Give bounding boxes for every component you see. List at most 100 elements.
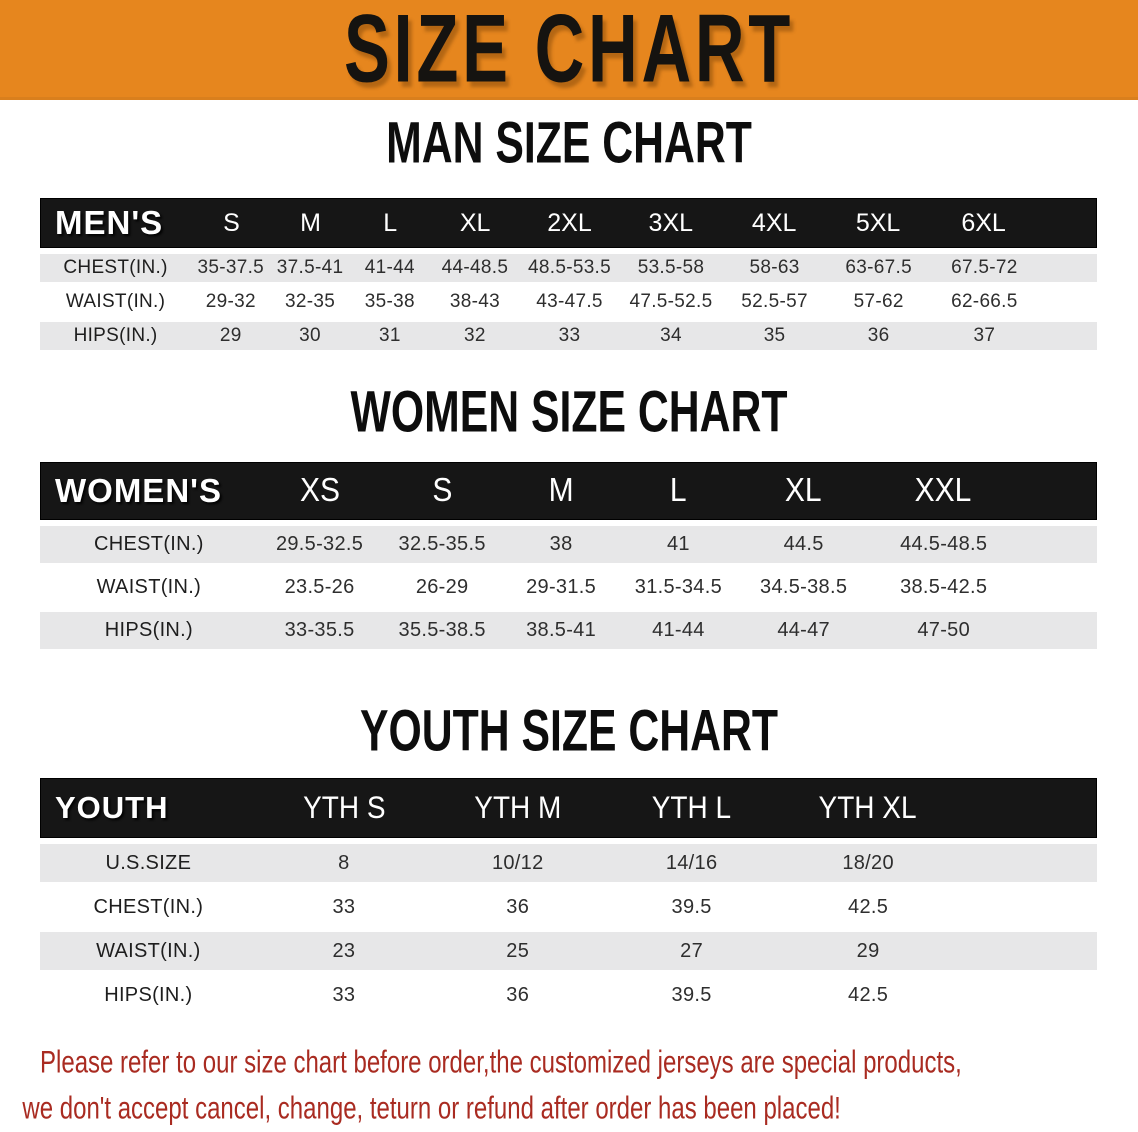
women-size-table: WOMEN'S XS S M L XL XXL CHEST(IN.) 29.5-32.5 32.5… bbox=[40, 462, 1097, 649]
table-header-row: YOUTH YTH S YTH M YTH L YTH XL bbox=[40, 778, 1097, 838]
value-cell: 10/12 bbox=[491, 851, 544, 874]
value-cell: 44-48.5 bbox=[441, 257, 509, 278]
youth-size-table: YOUTH YTH S YTH M YTH L YTH XL U.S.SIZE 8 10/12… bbox=[40, 778, 1097, 1014]
value-cell: 30 bbox=[299, 325, 321, 346]
value-cell: 29 bbox=[219, 325, 242, 346]
value-cell: 48.5-53.5 bbox=[528, 257, 612, 278]
value-cell: 35 bbox=[763, 325, 786, 346]
column-header: XL bbox=[459, 208, 491, 237]
column-header: YTH XL bbox=[818, 790, 917, 825]
value-cell: 29-31.5 bbox=[526, 576, 597, 598]
value-cell: 44-47 bbox=[777, 619, 830, 641]
row-label: U.S.SIZE bbox=[105, 851, 192, 874]
column-header: 4XL bbox=[751, 208, 797, 237]
table-header-row: WOMEN'S XS S M L XL XXL bbox=[40, 462, 1097, 520]
men-size-section: MAN SIZE CHART MEN'S S M L XL 2XL 3XL 4XL 5XL 6XL… bbox=[0, 109, 1138, 350]
value-cell: 42.5 bbox=[848, 983, 889, 1006]
value-cell: 36 bbox=[506, 895, 530, 918]
table-corner-label: WOMEN'S bbox=[55, 472, 223, 509]
table-row: CHEST(IN.) 35-37.5 37.5-41 41-44 44-48.5 48.5… bbox=[40, 254, 1097, 282]
value-cell: 43-47.5 bbox=[536, 291, 603, 312]
value-cell: 32-35 bbox=[284, 291, 336, 312]
value-cell: 58-63 bbox=[749, 257, 800, 278]
column-header: YTH M bbox=[474, 790, 562, 825]
row-label: WAIST(IN.) bbox=[96, 939, 201, 962]
value-cell: 8 bbox=[338, 851, 350, 874]
column-header: YTH S bbox=[303, 790, 386, 825]
column-header: 2XL bbox=[547, 208, 592, 237]
column-header: L bbox=[383, 208, 398, 237]
value-cell: 67.5-72 bbox=[951, 257, 1018, 278]
value-cell: 33 bbox=[332, 895, 356, 918]
table-row: HIPS(IN.) 33-35.5 35.5-38.5 38.5-41 41-44 44-… bbox=[40, 612, 1097, 649]
value-cell: 53.5-58 bbox=[637, 257, 705, 278]
row-label: CHEST(IN.) bbox=[94, 533, 204, 555]
value-cell: 23.5-26 bbox=[284, 576, 355, 598]
value-cell: 38.5-42.5 bbox=[900, 576, 988, 598]
women-size-section: WOMEN SIZE CHART WOMEN'S XS S M L XL XXL CHEST(… bbox=[0, 378, 1138, 649]
value-cell: 41-44 bbox=[652, 619, 705, 641]
column-header: XXL bbox=[914, 471, 972, 509]
youth-size-chart-heading: YOUTH SIZE CHART bbox=[359, 697, 778, 764]
value-cell: 62-66.5 bbox=[951, 291, 1018, 312]
value-cell: 29 bbox=[856, 939, 880, 962]
value-cell: 41-44 bbox=[364, 257, 415, 278]
value-cell: 27 bbox=[680, 939, 704, 962]
row-label: CHEST(IN.) bbox=[93, 895, 204, 918]
column-header: YTH L bbox=[651, 790, 732, 825]
table-row: HIPS(IN.) 33 36 39.5 42.5 bbox=[40, 976, 1097, 1014]
value-cell: 38.5-41 bbox=[526, 619, 597, 641]
value-cell: 33 bbox=[558, 325, 581, 346]
value-cell: 29.5-32.5 bbox=[275, 533, 364, 555]
value-cell: 47-50 bbox=[917, 619, 971, 641]
column-header: M bbox=[548, 471, 574, 509]
value-cell: 57-62 bbox=[853, 291, 904, 312]
value-cell: 23 bbox=[332, 939, 356, 962]
value-cell: 35-38 bbox=[364, 291, 415, 312]
value-cell: 25 bbox=[506, 939, 530, 962]
row-label: WAIST(IN.) bbox=[96, 576, 202, 598]
value-cell: 37.5-41 bbox=[276, 257, 344, 278]
table-row: CHEST(IN.) 33 36 39.5 42.5 bbox=[40, 888, 1097, 926]
value-cell: 35-37.5 bbox=[197, 257, 265, 278]
table-corner-label: MEN'S bbox=[55, 204, 164, 241]
value-cell: 41 bbox=[666, 533, 690, 555]
value-cell: 33 bbox=[332, 983, 356, 1006]
value-cell: 42.5 bbox=[848, 895, 889, 918]
column-header: 5XL bbox=[855, 208, 901, 237]
value-cell: 35.5-38.5 bbox=[398, 619, 486, 641]
order-disclaimer: Please refer to our size chart before or… bbox=[0, 1040, 1138, 1132]
column-header: M bbox=[300, 208, 321, 237]
value-cell: 31.5-34.5 bbox=[634, 576, 722, 598]
value-cell: 39.5 bbox=[671, 895, 712, 918]
disclaimer-line-2: we don't accept cancel, change, teturn o… bbox=[22, 1091, 841, 1126]
value-cell: 39.5 bbox=[671, 983, 712, 1006]
column-header: XS bbox=[300, 471, 341, 509]
table-row: WAIST(IN.) 29-32 32-35 35-38 38-43 43-47.5 47.… bbox=[40, 288, 1097, 316]
value-cell: 38-43 bbox=[449, 291, 500, 312]
size-chart-banner: SIZE CHART bbox=[0, 0, 1138, 102]
row-label: HIPS(IN.) bbox=[104, 983, 193, 1006]
value-cell: 36 bbox=[506, 983, 530, 1006]
men-size-table: MEN'S S M L XL 2XL 3XL 4XL 5XL 6XL CHEST(IN.) 35-37… bbox=[40, 198, 1097, 350]
value-cell: 34 bbox=[660, 325, 682, 346]
value-cell: 32.5-35.5 bbox=[398, 533, 486, 555]
value-cell: 34.5-38.5 bbox=[760, 576, 848, 598]
value-cell: 29-32 bbox=[205, 291, 256, 312]
table-row: U.S.SIZE 8 10/12 14/16 18/20 bbox=[40, 844, 1097, 882]
value-cell: 36 bbox=[867, 325, 890, 346]
column-header: S bbox=[432, 471, 453, 509]
table-row: HIPS(IN.) 29 30 31 32 33 34 35 36 37 bbox=[40, 322, 1097, 350]
banner-title: SIZE CHART bbox=[343, 0, 795, 103]
men-size-chart-heading: MAN SIZE CHART bbox=[386, 109, 752, 176]
column-header: L bbox=[669, 471, 687, 509]
table-row: CHEST(IN.) 29.5-32.5 32.5-35.5 38 41 44.5 44.5… bbox=[40, 526, 1097, 563]
value-cell: 32 bbox=[464, 325, 486, 346]
row-label: HIPS(IN.) bbox=[104, 619, 193, 641]
value-cell: 47.5-52.5 bbox=[629, 291, 713, 312]
women-size-chart-heading: WOMEN SIZE CHART bbox=[350, 378, 788, 445]
table-row: WAIST(IN.) 23.5-26 26-29 29-31.5 31.5-34.5 34… bbox=[40, 569, 1097, 606]
value-cell: 31 bbox=[378, 325, 401, 346]
value-cell: 18/20 bbox=[842, 851, 894, 874]
